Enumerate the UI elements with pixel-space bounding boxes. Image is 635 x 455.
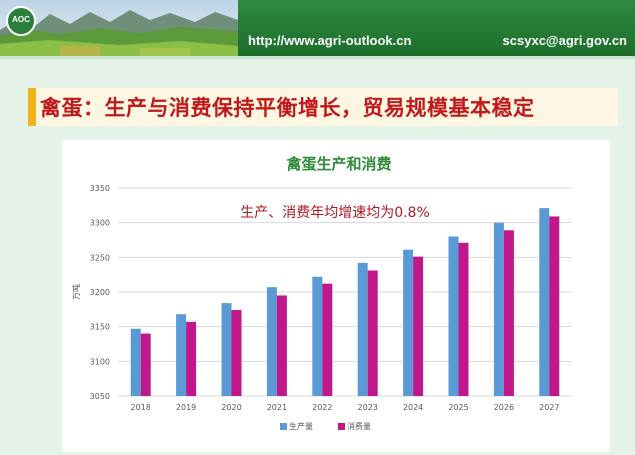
logo-text: AOC (12, 15, 30, 24)
headline-accent-bar (28, 88, 36, 126)
website-url[interactable]: http://www.agri-outlook.cn (248, 33, 412, 48)
bar-production (539, 208, 550, 396)
bar-consumption (549, 216, 560, 396)
x-tick-label: 2026 (494, 403, 514, 412)
chart-background (62, 140, 610, 452)
bar-consumption (322, 283, 333, 396)
chart-title: 禽蛋生产和消费 (285, 155, 391, 173)
header-band: AOC http://www.agri-outlook.cn scsyxc@ag… (0, 0, 635, 56)
legend-label: 生产量 (289, 421, 313, 431)
legend: 生产量 消费量 (280, 421, 371, 431)
x-tick-label: 2019 (176, 403, 196, 412)
chart-annotation: 生产、消费年均增速均为0.8% (240, 205, 430, 221)
x-tick-label: 2018 (131, 403, 151, 412)
x-tick-label: 2027 (539, 403, 559, 412)
bar-production (130, 328, 141, 396)
bar-production (493, 222, 504, 396)
bars (130, 208, 560, 396)
bar-chart: 禽蛋生产和消费 生产、消费年均增速均为0.8% 万吨 3050310031503… (62, 140, 610, 452)
bar-consumption (458, 242, 469, 396)
logo-icon: AOC (6, 6, 36, 36)
bar-consumption (503, 230, 514, 396)
bar-production (357, 262, 368, 396)
contact-email[interactable]: scsyxc@agri.gov.cn (502, 33, 627, 48)
bar-production (266, 287, 277, 396)
legend-swatch (338, 423, 345, 430)
y-tick-label: 3200 (90, 288, 110, 297)
y-tick-label: 3150 (90, 323, 110, 332)
bar-production (403, 249, 414, 396)
x-axis-ticks: 2018 2019 2020 2021 2022 2023 2024 2025 2026 2027 (131, 403, 560, 412)
x-tick-label: 2021 (267, 403, 287, 412)
x-tick-label: 2020 (221, 403, 241, 412)
legend-swatch (280, 423, 287, 430)
y-tick-label: 3350 (90, 184, 110, 193)
header-divider (0, 56, 635, 59)
bar-consumption (413, 256, 424, 396)
x-tick-label: 2022 (312, 403, 332, 412)
y-axis-ticks: 3050 3100 3150 3200 3250 3300 3350 (90, 184, 110, 401)
bar-production (312, 276, 323, 396)
bar-consumption (367, 270, 378, 396)
y-tick-label: 3300 (90, 219, 110, 228)
landscape-banner: AOC (0, 0, 238, 56)
landscape-image (0, 0, 238, 56)
bar-production (176, 314, 187, 396)
x-tick-label: 2023 (358, 403, 378, 412)
bar-consumption (276, 295, 287, 396)
bar-consumption (186, 321, 197, 396)
bar-consumption (140, 333, 151, 396)
bar-production (448, 236, 459, 396)
headline-box (28, 88, 618, 126)
y-tick-label: 3100 (90, 357, 110, 366)
legend-label: 消费量 (347, 421, 371, 431)
y-axis-label: 万吨 (71, 284, 81, 300)
bar-consumption (231, 310, 242, 396)
bar-production (221, 303, 232, 396)
x-tick-label: 2025 (448, 403, 468, 412)
x-tick-label: 2024 (403, 403, 423, 412)
slide-headline: 禽蛋：生产与消费保持平衡增长，贸易规模基本稳定 (40, 96, 535, 120)
y-tick-label: 3050 (90, 392, 110, 401)
y-tick-label: 3250 (90, 253, 110, 262)
